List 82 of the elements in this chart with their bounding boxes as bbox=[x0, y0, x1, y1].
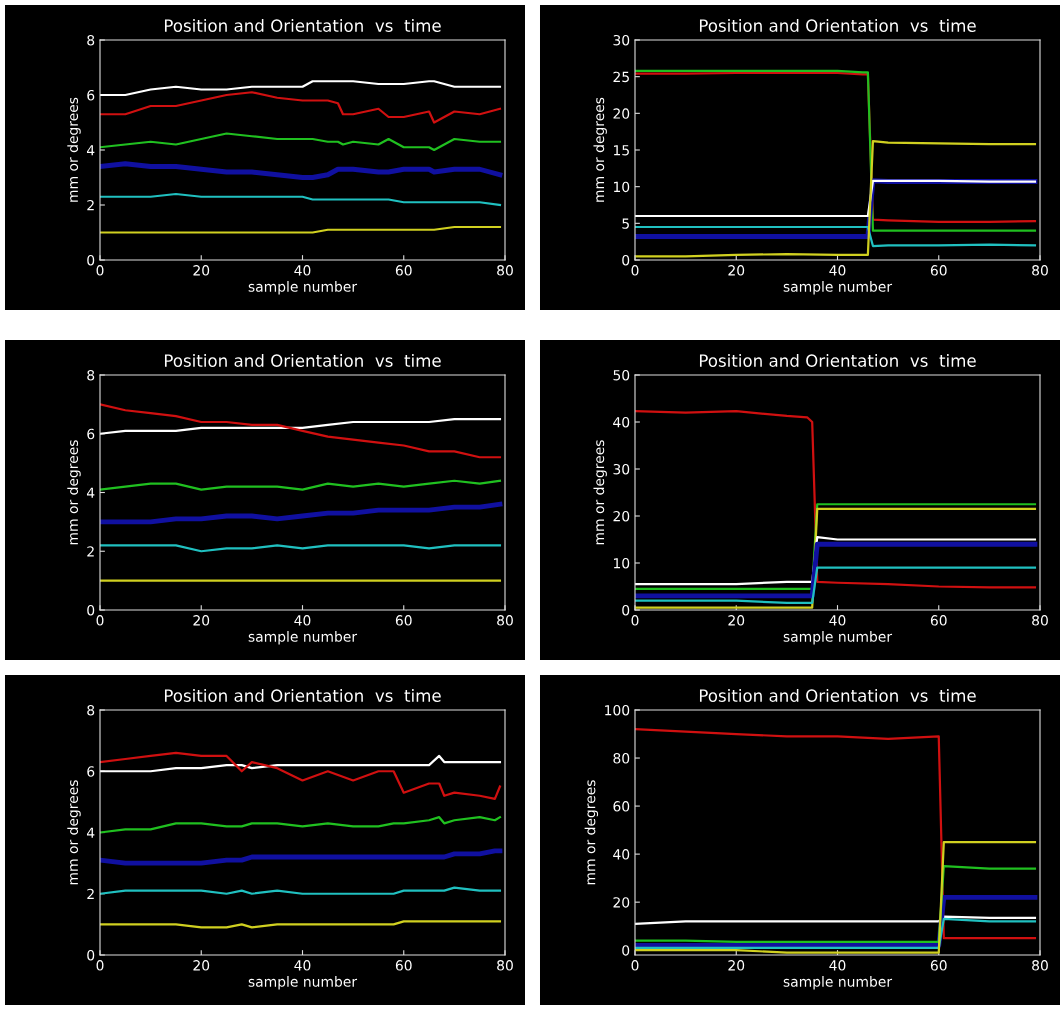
y-tick-label: 6 bbox=[87, 428, 95, 440]
y-tick-label: 0 bbox=[87, 254, 95, 266]
x-axis-title: sample number bbox=[248, 976, 358, 990]
y-tick-label: 0 bbox=[622, 945, 630, 956]
y-tick-label: 100 bbox=[605, 704, 630, 716]
y-tick-label: 2 bbox=[87, 888, 94, 900]
x-tick-label: 20 bbox=[193, 960, 210, 971]
x-tick-label: 60 bbox=[395, 960, 412, 971]
x-axis-title: sample number bbox=[783, 281, 893, 295]
chart-title: Position and Orientation vs time bbox=[164, 689, 441, 702]
y-axis-title: mm or degrees bbox=[67, 440, 81, 545]
y-tick-label: 30 bbox=[613, 34, 630, 46]
x-tick-label: 20 bbox=[193, 265, 210, 276]
y-tick-label: 40 bbox=[613, 416, 630, 428]
y-axis-title: mm or degrees bbox=[593, 440, 607, 545]
x-tick-label: 20 bbox=[728, 615, 745, 626]
x-tick-label: 80 bbox=[497, 960, 513, 971]
y-tick-label: 4 bbox=[86, 487, 95, 498]
y-tick-label: 0 bbox=[622, 254, 630, 266]
y-tick-label: 10 bbox=[613, 557, 630, 569]
y-tick-label: 0 bbox=[622, 604, 630, 616]
x-tick-label: 0 bbox=[631, 265, 639, 276]
x-tick-label: 40 bbox=[294, 265, 311, 276]
y-tick-label: 0 bbox=[87, 949, 95, 961]
y-tick-label: 2 bbox=[87, 546, 94, 557]
x-tick-label: 20 bbox=[728, 960, 745, 971]
x-tick-label: 0 bbox=[96, 615, 104, 626]
x-tick-label: 40 bbox=[294, 960, 311, 971]
x-tick-label: 20 bbox=[193, 615, 210, 626]
y-tick-label: 6 bbox=[87, 89, 95, 101]
x-tick-label: 20 bbox=[728, 265, 745, 276]
x-axis-title: sample number bbox=[783, 631, 893, 645]
y-tick-label: 40 bbox=[613, 849, 630, 860]
x-tick-label: 40 bbox=[829, 265, 846, 276]
y-tick-label: 5 bbox=[622, 218, 629, 229]
y-tick-label: 25 bbox=[613, 71, 629, 83]
x-tick-label: 0 bbox=[96, 960, 104, 971]
x-tick-label: 0 bbox=[96, 265, 104, 276]
y-tick-label: 50 bbox=[613, 369, 630, 381]
x-tick-label: 60 bbox=[395, 615, 412, 626]
chart-title: Position and Orientation vs time bbox=[699, 689, 976, 702]
y-axis-title: mm or degrees bbox=[67, 97, 81, 202]
chart-title: Position and Orientation vs time bbox=[164, 354, 441, 367]
chart-title: Position and Orientation vs time bbox=[164, 19, 441, 32]
y-tick-label: 20 bbox=[613, 897, 630, 908]
x-tick-label: 60 bbox=[930, 265, 947, 276]
x-tick-label: 0 bbox=[631, 960, 639, 971]
y-tick-label: 6 bbox=[87, 766, 95, 777]
y-tick-label: 4 bbox=[86, 827, 95, 838]
y-tick-label: 8 bbox=[87, 704, 95, 716]
y-axis-title: mm or degrees bbox=[67, 780, 81, 885]
x-axis-title: sample number bbox=[783, 976, 893, 990]
y-tick-label: 30 bbox=[613, 463, 630, 475]
x-tick-label: 40 bbox=[829, 615, 846, 626]
x-tick-label: 80 bbox=[1032, 615, 1048, 626]
y-tick-label: 20 bbox=[613, 108, 630, 119]
y-tick-label: 15 bbox=[613, 145, 629, 156]
y-tick-label: 8 bbox=[87, 34, 95, 46]
x-tick-label: 40 bbox=[829, 960, 846, 971]
chart-title: Position and Orientation vs time bbox=[699, 19, 976, 32]
chart-title: Position and Orientation vs time bbox=[699, 354, 976, 367]
x-tick-label: 0 bbox=[631, 615, 639, 626]
y-tick-label: 0 bbox=[87, 604, 95, 616]
y-tick-label: 10 bbox=[613, 181, 630, 193]
x-axis-title: sample number bbox=[248, 281, 358, 295]
x-tick-label: 60 bbox=[395, 265, 412, 276]
y-tick-label: 2 bbox=[87, 199, 94, 211]
y-axis-title: mm or degrees bbox=[584, 780, 599, 885]
x-tick-label: 80 bbox=[1032, 960, 1048, 971]
x-axis-title: sample number bbox=[248, 631, 358, 645]
y-tick-label: 8 bbox=[87, 369, 95, 381]
y-tick-label: 80 bbox=[613, 753, 630, 764]
y-tick-label: 20 bbox=[613, 510, 630, 522]
x-tick-label: 80 bbox=[497, 615, 513, 626]
x-tick-label: 60 bbox=[930, 615, 947, 626]
x-tick-label: 80 bbox=[497, 265, 513, 276]
y-tick-label: 4 bbox=[86, 145, 95, 156]
y-tick-label: 60 bbox=[613, 801, 630, 812]
x-tick-label: 60 bbox=[930, 960, 947, 971]
x-tick-label: 40 bbox=[294, 615, 311, 626]
x-tick-label: 80 bbox=[1032, 265, 1048, 276]
y-axis-title: mm or degrees bbox=[593, 97, 607, 202]
